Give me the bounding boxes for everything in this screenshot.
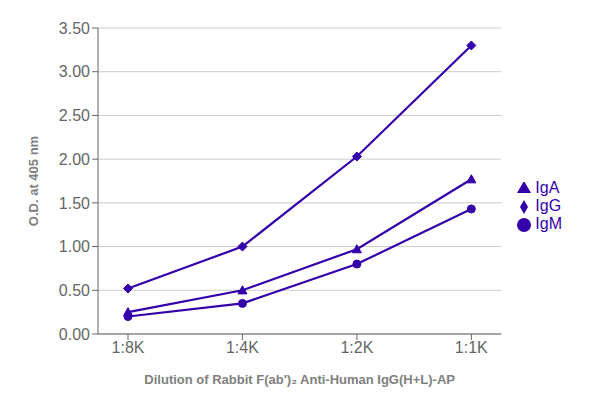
svg-text:0.00: 0.00 [59,326,90,343]
svg-text:1:1K: 1:1K [455,339,488,356]
svg-text:1:2K: 1:2K [340,339,373,356]
svg-text:0.50: 0.50 [59,282,90,299]
svg-text:3.50: 3.50 [59,20,90,37]
svg-text:1.00: 1.00 [59,238,90,255]
svg-text:1.50: 1.50 [59,195,90,212]
svg-text:2.50: 2.50 [59,107,90,124]
svg-text:1:8K: 1:8K [112,339,145,356]
html-text:IgA: IgA [535,179,560,196]
svg-text:2.00: 2.00 [59,151,90,168]
svg-text:3.00: 3.00 [59,63,90,80]
html-text:IgM: IgM [535,215,562,232]
html-text:IgG: IgG [535,197,562,214]
svg-text:O.D. at 405 nm: O.D. at 405 nm [26,136,41,226]
svg-text:1:4K: 1:4K [226,339,259,356]
svg-text:Dilution of Rabbit F(ab')₂ Ant: Dilution of Rabbit F(ab')₂ Anti-Human Ig… [144,372,455,387]
